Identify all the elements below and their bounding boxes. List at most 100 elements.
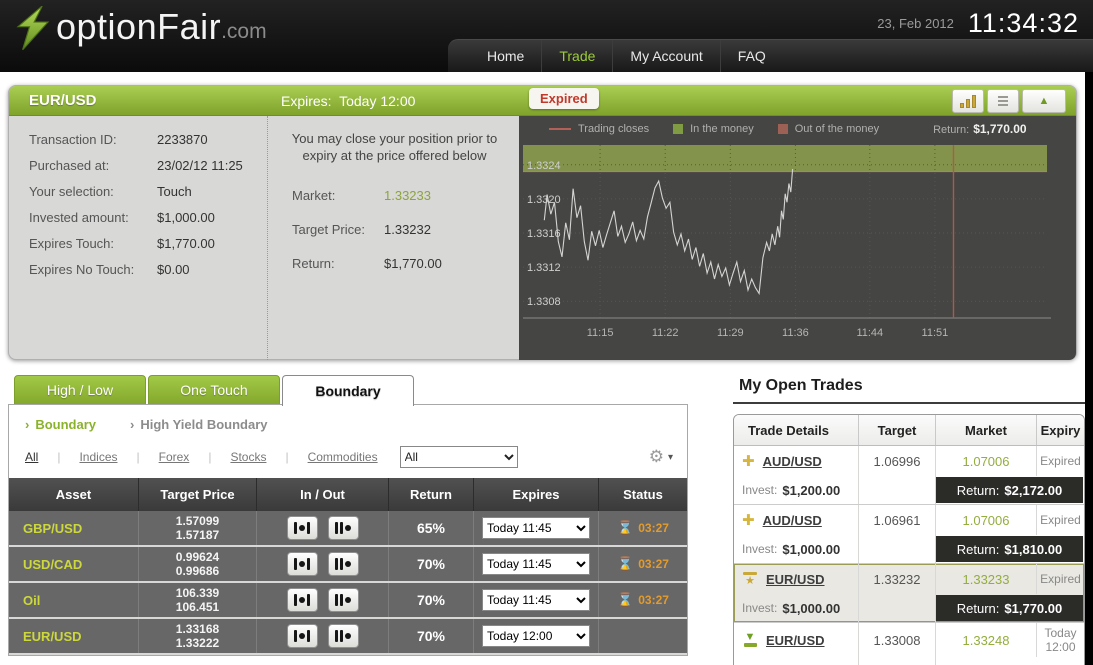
breadcrumb-high-yield-boundary[interactable]: › High Yield Boundary [130,417,267,432]
filter-separator: | [208,450,212,464]
chevron-right-icon: › [25,417,30,432]
hourglass-icon: ⌛ [617,520,634,535]
trade-expiry-cell: Today 12:00 [1037,623,1084,657]
out-button[interactable] [327,516,359,540]
target-price-value: 106.339 [175,586,220,600]
trade-asset-link[interactable]: AUD/USD [762,512,822,528]
asset-name[interactable]: EUR/USD [9,619,139,653]
low-arrow-icon: ▼ [742,632,758,647]
tab-one-touch[interactable]: One Touch [148,375,280,405]
svg-text:1.3324: 1.3324 [527,160,561,172]
target-price-value: 1.57099 [175,514,220,528]
filter-forex[interactable]: Forex [158,450,190,464]
chart-view-button[interactable] [952,89,984,113]
filter-stocks[interactable]: Stocks [230,450,267,464]
filter-all[interactable]: All [25,450,39,464]
trade-asset-link[interactable]: EUR/USD [766,571,825,587]
category-select[interactable]: All [399,446,518,468]
svg-text:11:29: 11:29 [717,327,744,339]
open-trades-column-trade-details: Trade Details [734,415,859,445]
open-trade-row: ✚ AUD/USD 1.06961 1.07006 Expired Invest: $1,0… [734,505,1084,564]
transaction-details: Transaction ID: 2233870 Purchased at: 23/02… [9,116,267,360]
top-header: optionFair .com 23, Feb 2012 11:34:32 Ho… [0,0,1093,72]
page-content: EUR/USD Expires: Today 12:00 Expired ▲ T… [0,72,1085,665]
nav-item-trade[interactable]: Trade [542,40,614,72]
close-position-box: You may close your position prior to exp… [267,116,519,360]
logo-bolt-icon [16,6,50,51]
detail-label: Expires Touch: [29,236,115,251]
option-type-tabs: High / Low One Touch Boundary [14,375,416,406]
expires-select[interactable]: Today 11:45 [482,553,590,575]
in-out-cell [257,583,389,617]
out-button[interactable] [327,624,359,648]
breadcrumb: › Boundary › High Yield Boundary [9,405,687,442]
legend-return: Return: $1,770.00 [933,122,1027,136]
out-icon [335,558,338,570]
target-price-cell: 106.339 106.451 [139,583,257,617]
asset-name[interactable]: USD/CAD [9,547,139,581]
nav-item-my-account[interactable]: My Account [613,40,721,72]
detail-value: $1,000.00 [157,210,215,225]
in-button[interactable] [286,624,318,648]
in-button[interactable] [286,552,318,576]
asset-name[interactable]: GBP/USD [9,511,139,545]
chart-canvas: 1.3324 1.3320 1.3316 1.3312 1.3308 11:15 11:22… [523,145,1051,339]
detail-value: Touch [157,184,192,199]
column-header-asset: Asset [9,478,139,511]
expires-select[interactable]: Today 11:45 [482,517,590,539]
open-trades-table: Trade Details Target Market Expiry ✚ AUD/USD… [733,414,1085,665]
settings-menu-button[interactable]: ⚙ ▾ [649,447,673,467]
out-button[interactable] [327,552,359,576]
detail-label: Invested amount: [29,210,129,225]
target-price-cell: 1.57099 1.57187 [139,511,257,545]
touch-cross-icon: ✚ [742,452,755,470]
countdown-timer: 03:27 [638,521,669,535]
svg-text:1.3316: 1.3316 [527,228,561,240]
tab-high-low[interactable]: High / Low [14,375,146,405]
expires-select[interactable]: Today 12:00 [482,625,590,647]
legend-label: In the money [690,123,754,135]
touch-cross-icon: ✚ [742,511,755,529]
transaction-detail-row: Expires Touch: $1,770.00 [29,236,267,251]
expires-cell: Today 11:45 [474,583,599,617]
legend-swatch-icon [549,128,571,130]
nav-item-home[interactable]: Home [470,40,543,72]
open-position-card: EUR/USD Expires: Today 12:00 Expired ▲ T… [8,85,1077,360]
bar-chart-icon [960,95,976,108]
nav-item-faq[interactable]: FAQ [737,48,766,64]
in-icon [294,594,297,606]
asset-name[interactable]: Oil [9,583,139,617]
filter-indices[interactable]: Indices [79,450,118,464]
brand-logo[interactable]: optionFair .com [14,6,267,52]
expires-select[interactable]: Today 11:45 [482,589,590,611]
tab-boundary[interactable]: Boundary [282,375,414,406]
open-trades-column-target: Target [859,415,936,445]
in-button[interactable] [286,588,318,612]
in-button[interactable] [286,516,318,540]
list-view-button[interactable] [987,89,1019,113]
main-nav: Home Trade My Account FAQ [448,39,1093,72]
status-cell [599,619,687,653]
trade-details-cell: ✚ AUD/USD [734,446,859,476]
detail-label: Purchased at: [29,158,110,173]
trade-invest: Invest:$1,000.00 [734,657,859,665]
collapse-panel-button[interactable]: ▲ [1022,89,1066,113]
asset-filters: All | Indices | Forex | Stocks | Commodities All ⚙… [9,442,687,478]
out-button[interactable] [327,588,359,612]
breadcrumb-boundary[interactable]: › Boundary [25,417,96,432]
return-cell: 70% [389,619,474,653]
collapse-arrow-icon: ▲ [1038,95,1050,107]
chevron-down-icon: ▾ [667,451,673,463]
close-position-note: You may close your position prior to exp… [291,131,498,163]
return-cell: 70% [389,547,474,581]
quote-value: $1,770.00 [384,256,442,271]
return-cell: 65% [389,511,474,545]
svg-text:1.3320: 1.3320 [527,194,561,206]
expires-cell: Today 11:45 [474,547,599,581]
trade-asset-link[interactable]: AUD/USD [762,453,822,469]
trade-asset-link[interactable]: EUR/USD [766,632,825,648]
trade-expiry: Today 12:00 [1044,626,1077,654]
detail-label: Your selection: [29,184,114,199]
filter-commodities[interactable]: Commodities [307,450,378,464]
